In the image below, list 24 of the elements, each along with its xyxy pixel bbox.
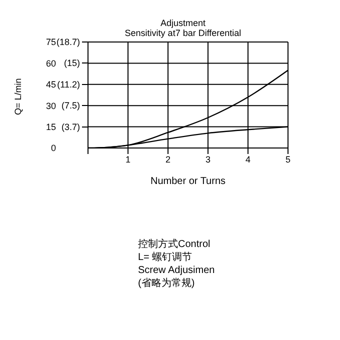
x-tick-label: 5	[285, 154, 291, 164]
x-tick-label: 4	[245, 154, 251, 164]
y2-tick-label: (18.7)	[56, 37, 80, 48]
chart-subtitle: Sensitivity at7 bar Differential	[124, 28, 242, 38]
chart-title: Adjustment	[159, 18, 207, 28]
text: (省略为常规)	[138, 277, 196, 290]
x-axis-title: Number or Turns	[150, 176, 226, 187]
y2-tick-label: (11.2)	[57, 80, 80, 90]
text: 控制方式Control	[138, 238, 212, 251]
y-tick-label: 45	[46, 80, 56, 90]
text: Screw Adjusimen	[138, 264, 216, 277]
y-tick-label: 75	[46, 37, 56, 48]
y2-tick-label: (7.5)	[61, 100, 80, 111]
x-tick-label: 1	[125, 154, 131, 164]
y2-tick-label: (15)	[64, 58, 80, 68]
y2-tick-label: (3.7)	[61, 122, 80, 132]
x-tick-label: 3	[205, 154, 211, 164]
y-tick-label: 15	[46, 122, 56, 132]
x-tick-label: 2	[165, 154, 171, 164]
text: L= 螺钉调节	[138, 251, 194, 264]
y-tick-label: 0	[50, 143, 56, 154]
y-tick-label: 30	[46, 100, 56, 111]
y-axis-title: Q= L/min	[13, 78, 24, 115]
y-tick-label: 60	[46, 58, 56, 68]
